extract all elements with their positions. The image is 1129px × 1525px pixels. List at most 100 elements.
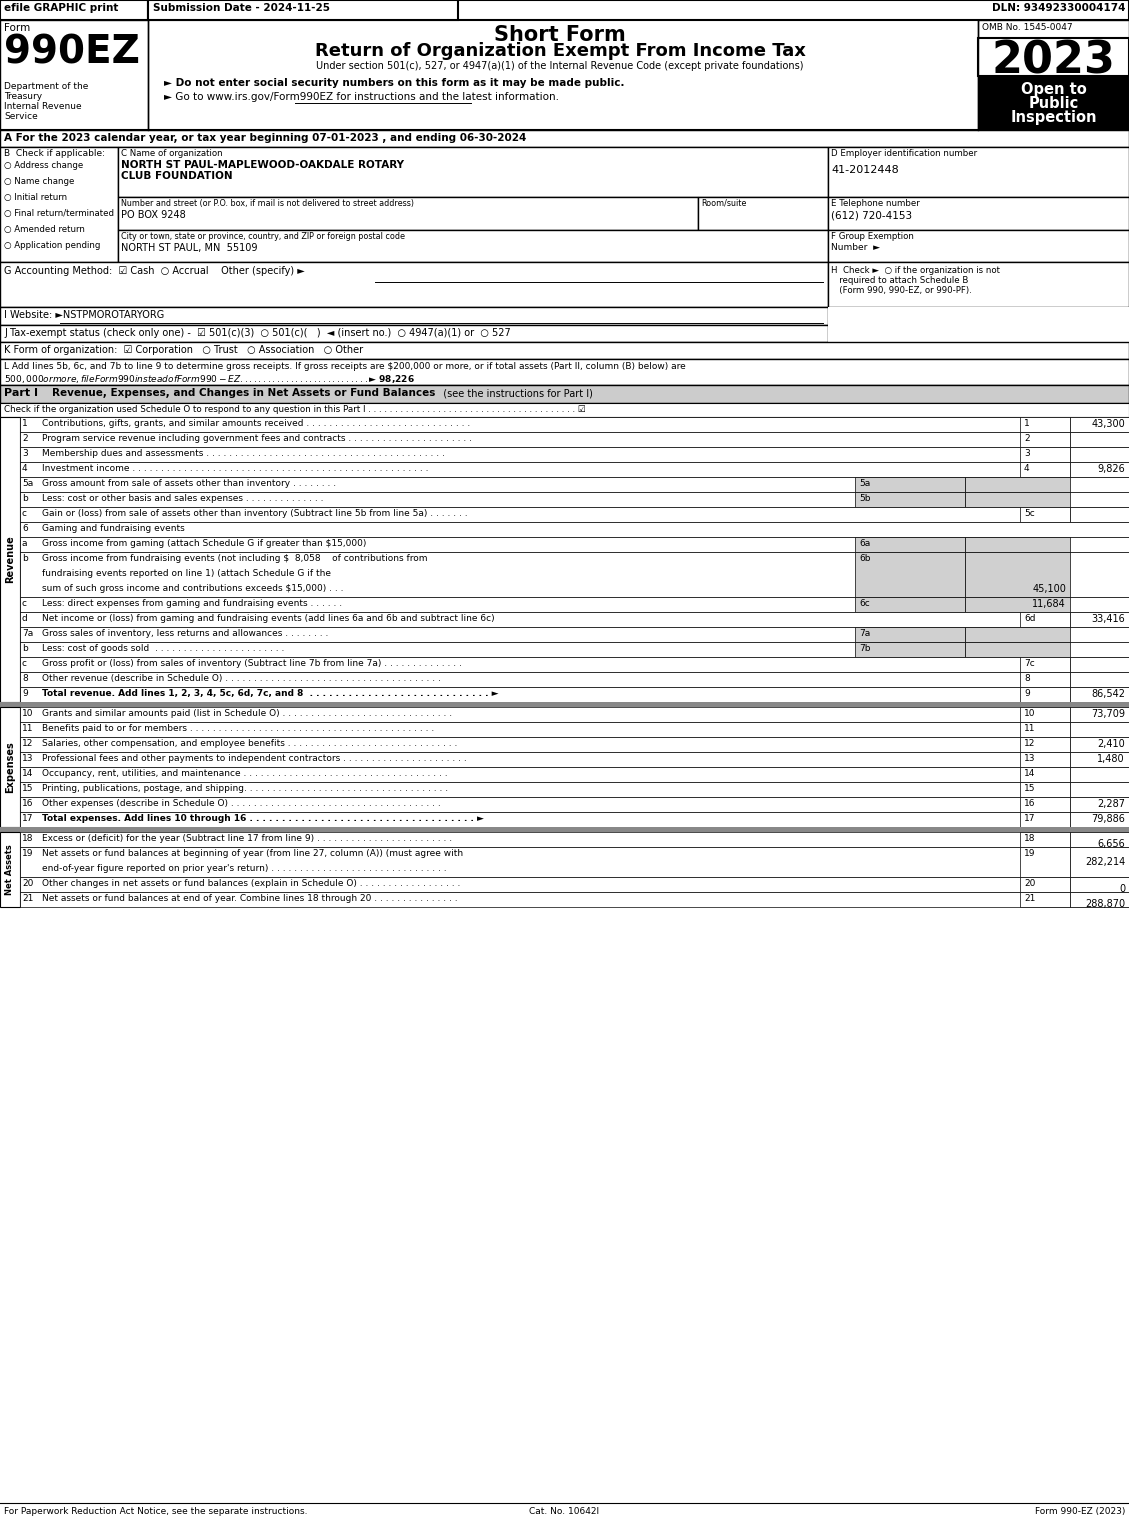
Text: 20: 20 <box>1024 878 1035 888</box>
Bar <box>1019 708 1070 721</box>
Text: B  Check if applicable:: B Check if applicable: <box>5 149 105 159</box>
Bar <box>855 552 965 596</box>
Bar <box>1070 447 1129 462</box>
Text: (612) 720-4153: (612) 720-4153 <box>831 210 912 221</box>
Bar <box>1070 462 1129 477</box>
Text: ► Do not enter social security numbers on this form as it may be made public.: ► Do not enter social security numbers o… <box>164 78 624 88</box>
Text: Program service revenue including government fees and contracts . . . . . . . . : Program service revenue including govern… <box>42 435 472 442</box>
Text: 2,410: 2,410 <box>1097 740 1124 749</box>
Text: 21: 21 <box>21 894 34 903</box>
Bar <box>20 782 1129 798</box>
Bar <box>20 737 1129 752</box>
Bar <box>20 877 1129 892</box>
Text: I Website: ►NSTPMOROTARYORG: I Website: ►NSTPMOROTARYORG <box>5 310 164 320</box>
Bar <box>0 403 1129 416</box>
Bar <box>828 262 1129 307</box>
Bar <box>20 892 1129 907</box>
Text: 7a: 7a <box>859 628 870 637</box>
Text: 0: 0 <box>1119 884 1124 894</box>
Bar <box>855 627 965 642</box>
Bar <box>1070 686 1129 702</box>
Bar <box>20 708 1129 721</box>
Bar <box>1019 798 1070 811</box>
Bar <box>1019 737 1070 752</box>
Text: (see the instructions for Part I): (see the instructions for Part I) <box>437 387 593 398</box>
Text: 990EZ: 990EZ <box>5 34 140 72</box>
Bar <box>0 342 1129 358</box>
Text: Contributions, gifts, grants, and similar amounts received . . . . . . . . . . .: Contributions, gifts, grants, and simila… <box>42 419 471 429</box>
Bar <box>855 493 965 506</box>
Bar <box>0 325 828 342</box>
Text: Investment income . . . . . . . . . . . . . . . . . . . . . . . . . . . . . . . : Investment income . . . . . . . . . . . … <box>42 464 429 473</box>
Bar <box>1019 612 1070 627</box>
Text: 33,416: 33,416 <box>1092 615 1124 624</box>
Bar <box>1070 612 1129 627</box>
Bar <box>1070 737 1129 752</box>
Bar <box>20 596 1129 612</box>
Bar <box>1019 833 1070 846</box>
Text: 16: 16 <box>21 799 34 808</box>
Bar <box>20 447 1129 462</box>
Text: C Name of organization: C Name of organization <box>121 149 222 159</box>
Bar <box>20 752 1129 767</box>
Text: Revenue, Expenses, and Changes in Net Assets or Fund Balances: Revenue, Expenses, and Changes in Net As… <box>52 387 436 398</box>
Text: D Employer identification number: D Employer identification number <box>831 149 977 159</box>
Text: 17: 17 <box>1024 814 1035 824</box>
Text: 19: 19 <box>1024 849 1035 859</box>
Bar <box>0 827 1129 833</box>
Text: 8: 8 <box>21 674 28 683</box>
Text: 2: 2 <box>1024 435 1030 442</box>
Bar <box>1019 846 1070 877</box>
Bar <box>965 642 1070 657</box>
Bar <box>828 146 1129 197</box>
Text: 3: 3 <box>21 448 28 458</box>
Text: ○ Name change: ○ Name change <box>5 177 75 186</box>
Text: Revenue: Revenue <box>5 535 15 584</box>
Bar <box>1019 416 1070 432</box>
Text: c: c <box>21 599 27 608</box>
Text: City or town, state or province, country, and ZIP or foreign postal code: City or town, state or province, country… <box>121 232 405 241</box>
Text: Form 990-EZ (2023): Form 990-EZ (2023) <box>1034 1507 1124 1516</box>
Bar <box>828 230 1129 262</box>
Bar <box>20 721 1129 737</box>
Text: 9: 9 <box>21 689 28 698</box>
Text: Check if the organization used Schedule O to respond to any question in this Par: Check if the organization used Schedule … <box>5 406 586 413</box>
Text: Less: cost of goods sold  . . . . . . . . . . . . . . . . . . . . . . .: Less: cost of goods sold . . . . . . . .… <box>42 644 285 653</box>
Bar <box>1019 752 1070 767</box>
Bar <box>20 642 1129 657</box>
Text: Excess or (deficit) for the year (Subtract line 17 from line 9) . . . . . . . . : Excess or (deficit) for the year (Subtra… <box>42 834 452 843</box>
Bar <box>1070 833 1129 846</box>
Bar <box>0 416 20 702</box>
Text: 8: 8 <box>1024 674 1030 683</box>
Text: Gain or (loss) from sale of assets other than inventory (Subtract line 5b from l: Gain or (loss) from sale of assets other… <box>42 509 467 518</box>
Text: 18: 18 <box>21 834 34 843</box>
Text: Other changes in net assets or fund balances (explain in Schedule O) . . . . . .: Other changes in net assets or fund bala… <box>42 878 461 888</box>
Bar <box>1019 767 1070 782</box>
Bar <box>20 846 1129 877</box>
Bar <box>965 627 1070 642</box>
Text: Short Form: Short Form <box>495 24 625 46</box>
Text: Other revenue (describe in Schedule O) . . . . . . . . . . . . . . . . . . . . .: Other revenue (describe in Schedule O) .… <box>42 674 441 683</box>
Bar <box>148 0 458 20</box>
Text: 4: 4 <box>1024 464 1030 473</box>
Bar <box>20 522 1129 537</box>
Text: 15: 15 <box>1024 784 1035 793</box>
Text: 11: 11 <box>1024 724 1035 734</box>
Text: 12: 12 <box>21 740 34 747</box>
Text: 10: 10 <box>21 709 34 718</box>
Text: 5a: 5a <box>859 479 870 488</box>
Bar <box>20 657 1129 673</box>
Text: 6: 6 <box>21 525 28 534</box>
Text: 43,300: 43,300 <box>1092 419 1124 429</box>
Bar <box>1070 767 1129 782</box>
Text: 14: 14 <box>1024 769 1035 778</box>
Text: PO BOX 9248: PO BOX 9248 <box>121 210 186 220</box>
Bar <box>1019 782 1070 798</box>
Bar <box>1070 416 1129 432</box>
Bar <box>978 76 1129 130</box>
Text: 41-2012448: 41-2012448 <box>831 165 899 175</box>
Bar <box>0 708 20 827</box>
Bar <box>0 307 828 325</box>
Text: 10: 10 <box>1024 709 1035 718</box>
Bar <box>0 20 148 130</box>
